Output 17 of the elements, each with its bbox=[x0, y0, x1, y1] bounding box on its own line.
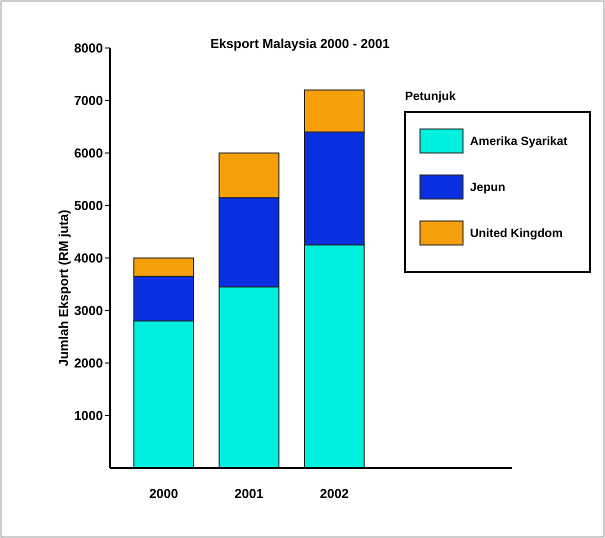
x-tick-label: 2000 bbox=[149, 486, 178, 501]
y-tick-label: 1000 bbox=[74, 408, 103, 424]
y-tick-label: 4000 bbox=[74, 250, 103, 266]
x-tick-label: 2002 bbox=[320, 486, 349, 501]
legend-label: Amerika Syarikat bbox=[470, 134, 568, 148]
legend-label: Jepun bbox=[470, 180, 506, 194]
chart-title: Eksport Malaysia 2000 - 2001 bbox=[210, 36, 390, 51]
y-tick-label: 8000 bbox=[74, 40, 103, 56]
y-tick-label: 3000 bbox=[74, 303, 103, 318]
y-axis-title: Jumlah Eksport (RM juta) bbox=[56, 210, 71, 366]
legend-label: United Kingdom bbox=[470, 226, 563, 240]
y-tick-label: 5000 bbox=[74, 198, 103, 214]
legend-title: Petunjuk bbox=[405, 89, 456, 103]
y-tick-label: 2000 bbox=[74, 356, 103, 371]
x-tick-label: 2001 bbox=[234, 486, 264, 501]
y-tick-label: 6000 bbox=[74, 146, 103, 161]
y-tick-label: 7000 bbox=[74, 93, 103, 108]
